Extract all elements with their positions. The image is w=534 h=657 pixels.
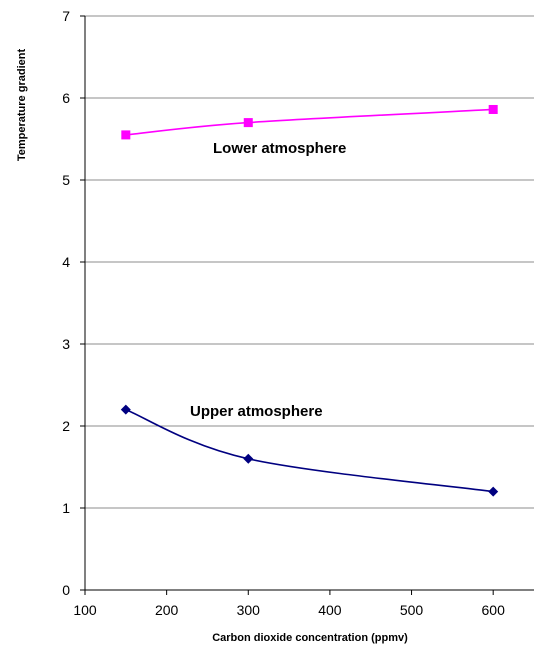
y-tick-label-2: 2 xyxy=(62,418,70,434)
tick-labels: 0 1 2 3 4 5 6 7 100 200 300 400 500 600 xyxy=(62,8,505,618)
x-axis-title: Carbon dioxide concentration (ppmv) xyxy=(212,632,408,644)
x-tick-label-300: 300 xyxy=(237,602,261,618)
point-lower-atmosphere-300 xyxy=(243,118,253,128)
series-line-lower-atmosphere xyxy=(125,108,494,136)
y-tick-label-3: 3 xyxy=(62,336,70,352)
x-tick-label-400: 400 xyxy=(318,602,342,618)
series xyxy=(120,104,499,497)
y-tick-label-1: 1 xyxy=(62,500,70,516)
series-label-upper-atmosphere: Upper atmosphere xyxy=(190,403,323,420)
y-tick-label-6: 6 xyxy=(62,90,70,106)
series-line-upper-atmosphere xyxy=(125,408,494,493)
y-tick-label-7: 7 xyxy=(62,8,70,24)
point-upper-atmosphere-150 xyxy=(120,404,131,415)
point-lower-atmosphere-150 xyxy=(121,130,131,140)
y-tick-label-0: 0 xyxy=(62,582,70,598)
x-tick-label-600: 600 xyxy=(482,602,506,618)
point-upper-atmosphere-300 xyxy=(243,453,254,464)
point-lower-atmosphere-600 xyxy=(488,104,498,114)
y-axis-title: Temperature gradient xyxy=(16,49,28,162)
y-tick-label-4: 4 xyxy=(62,254,70,270)
point-upper-atmosphere-600 xyxy=(488,486,499,497)
x-tick-label-500: 500 xyxy=(400,602,424,618)
y-tick-label-5: 5 xyxy=(62,172,70,188)
series-label-lower-atmosphere: Lower atmosphere xyxy=(213,140,346,157)
axes xyxy=(84,16,534,591)
gridlines xyxy=(85,15,534,509)
x-tick-label-100: 100 xyxy=(73,602,97,618)
x-tick-label-200: 200 xyxy=(155,602,179,618)
